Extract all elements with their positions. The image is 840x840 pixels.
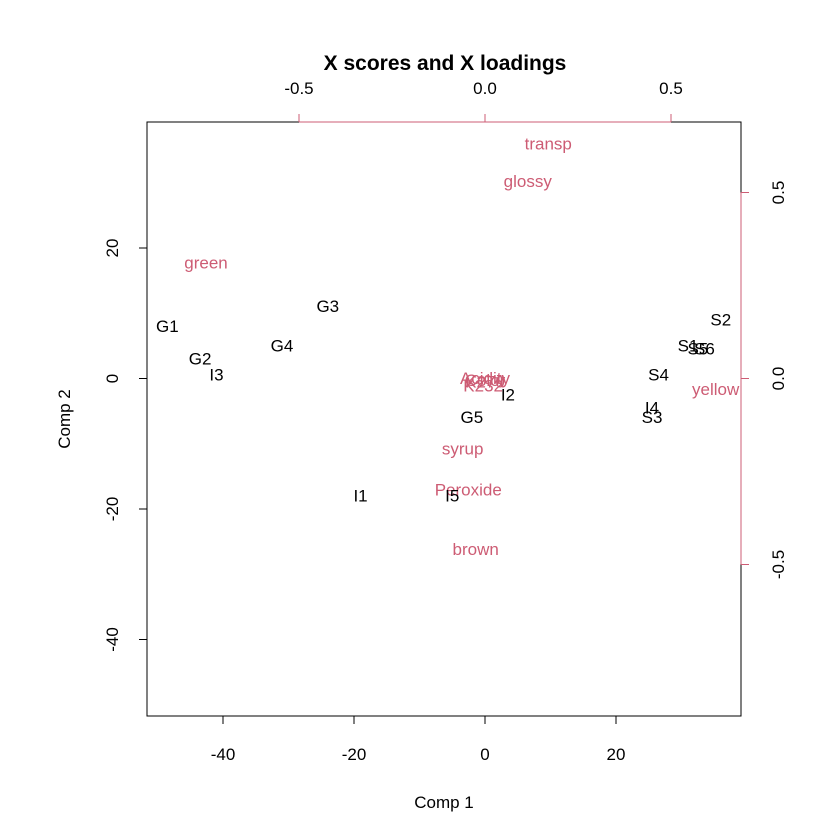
score-label: I1	[353, 486, 367, 505]
score-label: S3	[642, 408, 663, 427]
score-label: G1	[156, 317, 179, 336]
loading-label: green	[184, 254, 227, 273]
score-label: G5	[461, 408, 484, 427]
score-label: I2	[501, 385, 515, 404]
score-label: S6	[694, 340, 715, 359]
loading-label: glossy	[504, 172, 553, 191]
x-tick-label: 0	[480, 745, 489, 764]
bottom-axis: -40 -20 0 20	[211, 715, 626, 764]
loading-label: yellow	[692, 380, 740, 399]
score-label: I5	[445, 486, 459, 505]
loading-label: brown	[453, 540, 499, 559]
score-label: G3	[316, 297, 339, 316]
top-tick-label: -0.5	[284, 79, 313, 98]
score-label: S5	[687, 340, 708, 359]
score-label: S2	[710, 310, 731, 329]
top-tick-label: 0.5	[659, 79, 683, 98]
score-label: G2	[189, 349, 212, 368]
y-tick-label: 0	[103, 374, 122, 383]
score-label: G4	[271, 336, 294, 355]
chart-title: X scores and X loadings	[324, 52, 567, 75]
x-tick-label: -20	[342, 745, 367, 764]
score-label: I3	[209, 366, 223, 385]
score-label: S1	[678, 336, 699, 355]
loading-label: Peroxide	[435, 481, 502, 500]
x-axis-label: Comp 1	[414, 793, 474, 812]
loading-label: syrup	[442, 440, 484, 459]
right-tick-label: 0.5	[769, 181, 788, 205]
loading-label: K232	[463, 376, 503, 395]
loading-label: K270	[465, 373, 505, 392]
right-axis: -0.5 0.0 0.5	[740, 181, 788, 579]
left-axis: -40 -20 0 20	[103, 239, 148, 652]
x-tick-label: 20	[607, 745, 626, 764]
y-tick-label: -20	[103, 497, 122, 522]
y-tick-label: 20	[103, 239, 122, 258]
score-label: I4	[645, 398, 659, 417]
loading-label: transp	[525, 135, 572, 154]
score-label: S4	[648, 366, 669, 385]
x-tick-label: -40	[211, 745, 236, 764]
y-axis-label: Comp 2	[55, 389, 74, 449]
loading-label: Color	[465, 371, 506, 390]
right-tick-label: -0.5	[769, 550, 788, 579]
top-axis: -0.5 0.0 0.5	[284, 79, 683, 123]
right-tick-label: 0.0	[769, 367, 788, 391]
loading-label: Acidity	[460, 369, 511, 388]
top-tick-label: 0.0	[473, 79, 497, 98]
y-tick-label: -40	[103, 627, 122, 652]
